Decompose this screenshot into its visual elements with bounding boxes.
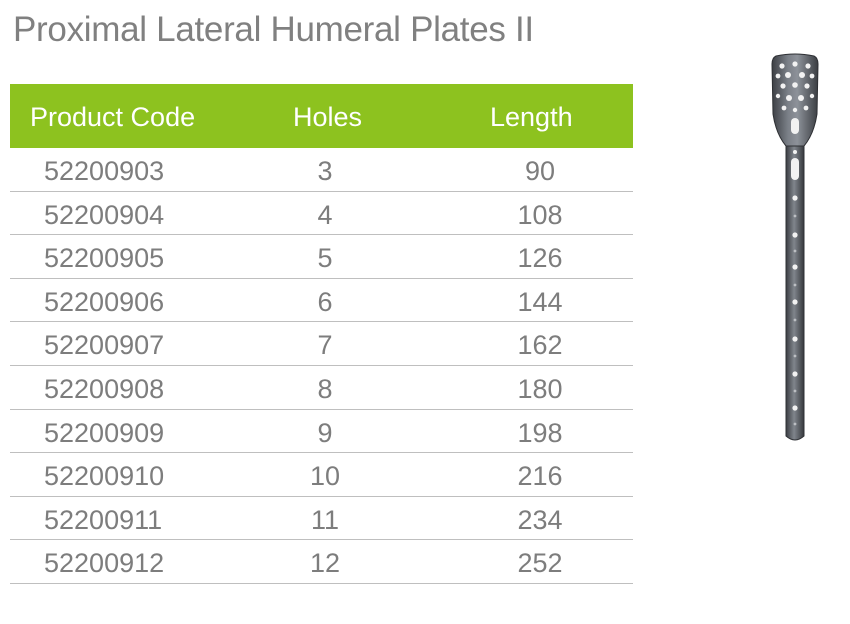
cell-holes: 4 xyxy=(317,199,333,230)
table-row: 52200911 11 234 xyxy=(10,497,633,541)
table-row: 52200908 8 180 xyxy=(10,366,633,410)
cell-length: 90 xyxy=(524,156,556,186)
header-product-code: Product Code xyxy=(30,102,196,132)
table-row: 52200910 10 216 xyxy=(10,453,633,497)
table-row: 52200907 7 162 xyxy=(10,322,633,366)
cell-holes: 10 xyxy=(309,461,341,492)
cell-holes: 7 xyxy=(317,330,333,361)
cell-length: 144 xyxy=(517,286,563,317)
table-row: 52200906 6 144 xyxy=(10,279,633,323)
cell-product-code: 52200905 xyxy=(44,243,165,274)
cell-holes: 9 xyxy=(317,417,333,448)
cell-length: 180 xyxy=(517,373,563,404)
cell-product-code: 52200906 xyxy=(44,286,165,317)
header-length: Length xyxy=(490,102,573,132)
cell-product-code: 52200910 xyxy=(44,461,165,492)
cell-product-code: 52200904 xyxy=(44,199,165,230)
table-row: 52200909 9 198 xyxy=(10,410,633,454)
cell-holes: 6 xyxy=(317,286,333,317)
table-row: 52200903 3 90 xyxy=(10,148,633,192)
cell-length: 216 xyxy=(517,461,563,492)
cell-product-code: 52200911 xyxy=(44,504,163,535)
humeral-plate-image xyxy=(760,52,830,447)
cell-product-code: 52200907 xyxy=(44,330,165,361)
cell-length: 126 xyxy=(517,243,563,274)
cell-product-code: 52200909 xyxy=(44,417,165,448)
table-header: Product Code Holes Length xyxy=(10,84,633,148)
table-row: 52200904 4 108 xyxy=(10,192,633,236)
cell-product-code: 52200908 xyxy=(44,373,165,404)
page-title: Proximal Lateral Humeral Plates II xyxy=(13,10,534,49)
cell-holes: 12 xyxy=(309,548,341,579)
humeral-plate-icon xyxy=(771,53,819,441)
cell-length: 162 xyxy=(517,330,563,361)
cell-product-code: 52200912 xyxy=(44,548,165,579)
cell-product-code: 52200903 xyxy=(44,156,165,186)
cell-holes: 8 xyxy=(317,373,333,404)
table-row: 52200912 12 252 xyxy=(10,540,633,584)
cell-length: 108 xyxy=(517,199,563,230)
cell-holes: 3 xyxy=(317,156,333,186)
cell-length: 198 xyxy=(517,417,563,448)
cell-length: 252 xyxy=(517,548,563,579)
table-row: 52200905 5 126 xyxy=(10,235,633,279)
cell-holes: 5 xyxy=(317,243,333,274)
cell-holes: 11 xyxy=(310,504,340,535)
header-holes: Holes xyxy=(293,102,363,132)
cell-length: 234 xyxy=(517,504,563,535)
product-table: Product Code Holes Length 52200903 3 90 … xyxy=(10,84,633,584)
